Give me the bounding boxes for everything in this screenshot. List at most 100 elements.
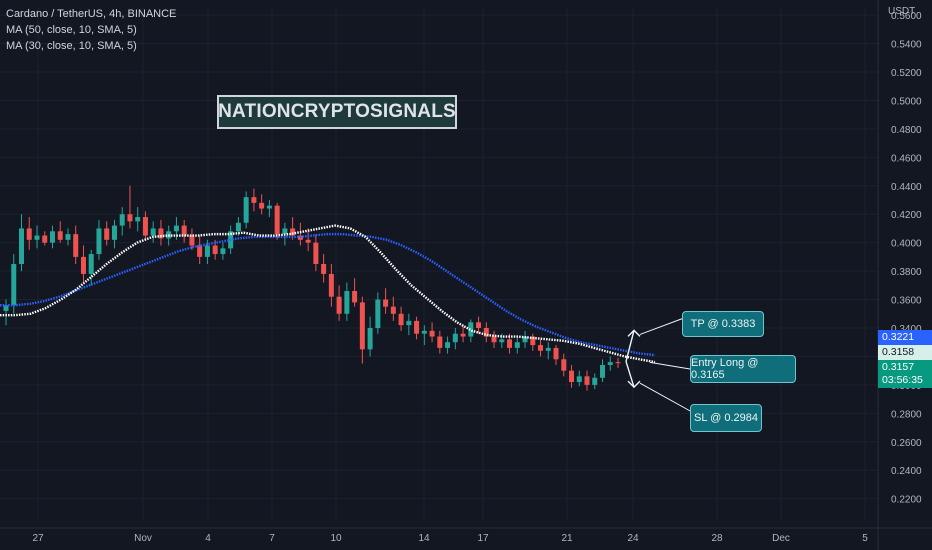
candle-body xyxy=(3,305,9,311)
candle-body xyxy=(483,328,489,337)
chart-legend: Cardano / TetherUS, 4h, BINANCE MA (50, … xyxy=(6,6,176,54)
y-tick-label: 0.3600 xyxy=(891,296,922,307)
candle-body xyxy=(80,256,86,274)
candle-body xyxy=(499,339,505,343)
y-tick-label: 0.4800 xyxy=(891,125,922,136)
candle-body xyxy=(476,322,482,328)
x-tick-label: Dec xyxy=(772,533,790,544)
candle-body xyxy=(290,228,296,236)
candle-body xyxy=(321,264,327,274)
candle-body xyxy=(142,217,148,236)
candlesticks xyxy=(3,185,621,391)
candle-body xyxy=(11,264,17,306)
ma30-line xyxy=(0,224,656,364)
countdown-label: 03:56:35 xyxy=(878,373,932,388)
y-tick-label: 0.4200 xyxy=(891,210,922,221)
candle-body xyxy=(266,205,272,209)
candle-body xyxy=(352,291,358,303)
sl-arrowhead xyxy=(627,380,641,389)
last-price-label: 0.3157 xyxy=(878,360,932,375)
moving-averages xyxy=(0,224,656,364)
x-tick-label: 28 xyxy=(711,533,723,544)
candle-body xyxy=(313,242,319,264)
candle-body xyxy=(235,222,241,232)
candle-body xyxy=(600,364,606,378)
symbol-title[interactable]: Cardano / TetherUS, 4h, BINANCE xyxy=(6,8,177,20)
tp-arrowhead xyxy=(627,329,641,337)
candle-body xyxy=(406,320,412,326)
y-tick-label: 0.2800 xyxy=(891,409,922,420)
y-tick-label: 0.4400 xyxy=(891,182,922,193)
candle-body xyxy=(429,330,435,337)
candle-body xyxy=(491,336,497,343)
candle-body xyxy=(104,228,110,240)
candle-body xyxy=(460,333,466,337)
candle-body xyxy=(259,202,265,209)
candle-body xyxy=(204,245,210,257)
ma30-price-label: 0.3158 xyxy=(878,345,932,360)
y-tick-label: 0.2600 xyxy=(891,438,922,449)
candle-body xyxy=(383,299,389,307)
tp-callout[interactable]: TP @ 0.3383 xyxy=(682,311,764,337)
watermark-logo: NATIONCRYPTOSIGNALS xyxy=(217,95,457,129)
tp-connector xyxy=(639,317,685,335)
y-tick-label: 0.2200 xyxy=(891,495,922,506)
candle-body xyxy=(135,217,141,222)
x-tick-label: 5 xyxy=(862,533,868,544)
entry-connector xyxy=(649,361,691,370)
candle-body xyxy=(274,205,280,235)
x-tick-label: 4 xyxy=(205,533,211,544)
candle-body xyxy=(615,362,621,364)
candle-body xyxy=(282,228,288,235)
candle-body xyxy=(150,228,156,236)
y-tick-label: 0.3800 xyxy=(891,267,922,278)
candle-body xyxy=(336,296,342,314)
candle-body xyxy=(181,225,187,236)
sl-callout[interactable]: SL @ 0.2984 xyxy=(690,404,762,432)
ma30-legend[interactable]: MA (30, close, 10, SMA, 5) xyxy=(6,40,137,52)
candle-body xyxy=(576,376,582,383)
candle-body xyxy=(390,306,396,314)
y-tick-label: 0.5400 xyxy=(891,40,922,51)
candle-body xyxy=(305,239,311,243)
candle-body xyxy=(34,235,40,240)
time-axis: 27 Nov 4 7 10 14 17 21 24 28 Dec 5 xyxy=(32,533,868,544)
ma50-legend[interactable]: MA (50, close, 10, SMA, 5) xyxy=(6,24,137,36)
tp-arrow xyxy=(625,330,635,362)
candle-body xyxy=(18,228,24,264)
x-tick-label: Nov xyxy=(134,533,152,544)
candle-body xyxy=(111,225,117,240)
candle-body xyxy=(398,313,404,326)
candle-body xyxy=(26,228,32,240)
x-tick-label: 21 xyxy=(561,533,573,544)
candle-body xyxy=(367,328,373,350)
candle-body xyxy=(545,347,551,351)
price-axis: 0.22000.24000.26000.28000.30000.32000.34… xyxy=(891,11,922,506)
candle-body xyxy=(212,245,218,255)
candle-body xyxy=(538,345,544,351)
candle-body xyxy=(445,342,451,348)
entry-callout[interactable]: Entry Long @ 0.3165 xyxy=(690,355,796,383)
candle-body xyxy=(437,336,443,348)
candle-body xyxy=(220,248,226,255)
axis-unit-label: USDT xyxy=(888,6,916,17)
candle-body xyxy=(96,228,102,255)
x-tick-label: 24 xyxy=(627,533,639,544)
y-tick-label: 0.5000 xyxy=(891,96,922,107)
x-tick-label: 7 xyxy=(269,533,275,544)
ma50-price-label: 0.3221 xyxy=(878,330,932,345)
candle-body xyxy=(65,234,71,240)
candle-body xyxy=(375,299,381,328)
candle-body xyxy=(607,362,613,365)
candle-body xyxy=(569,370,575,383)
y-tick-label: 0.3400 xyxy=(891,324,922,335)
y-tick-label: 0.4600 xyxy=(891,153,922,164)
candle-body xyxy=(414,320,420,334)
candle-body xyxy=(530,336,536,346)
x-tick-label: 17 xyxy=(477,533,489,544)
candle-body xyxy=(561,359,567,371)
y-tick-label: 0.2400 xyxy=(891,466,922,477)
candle-body xyxy=(57,231,63,240)
